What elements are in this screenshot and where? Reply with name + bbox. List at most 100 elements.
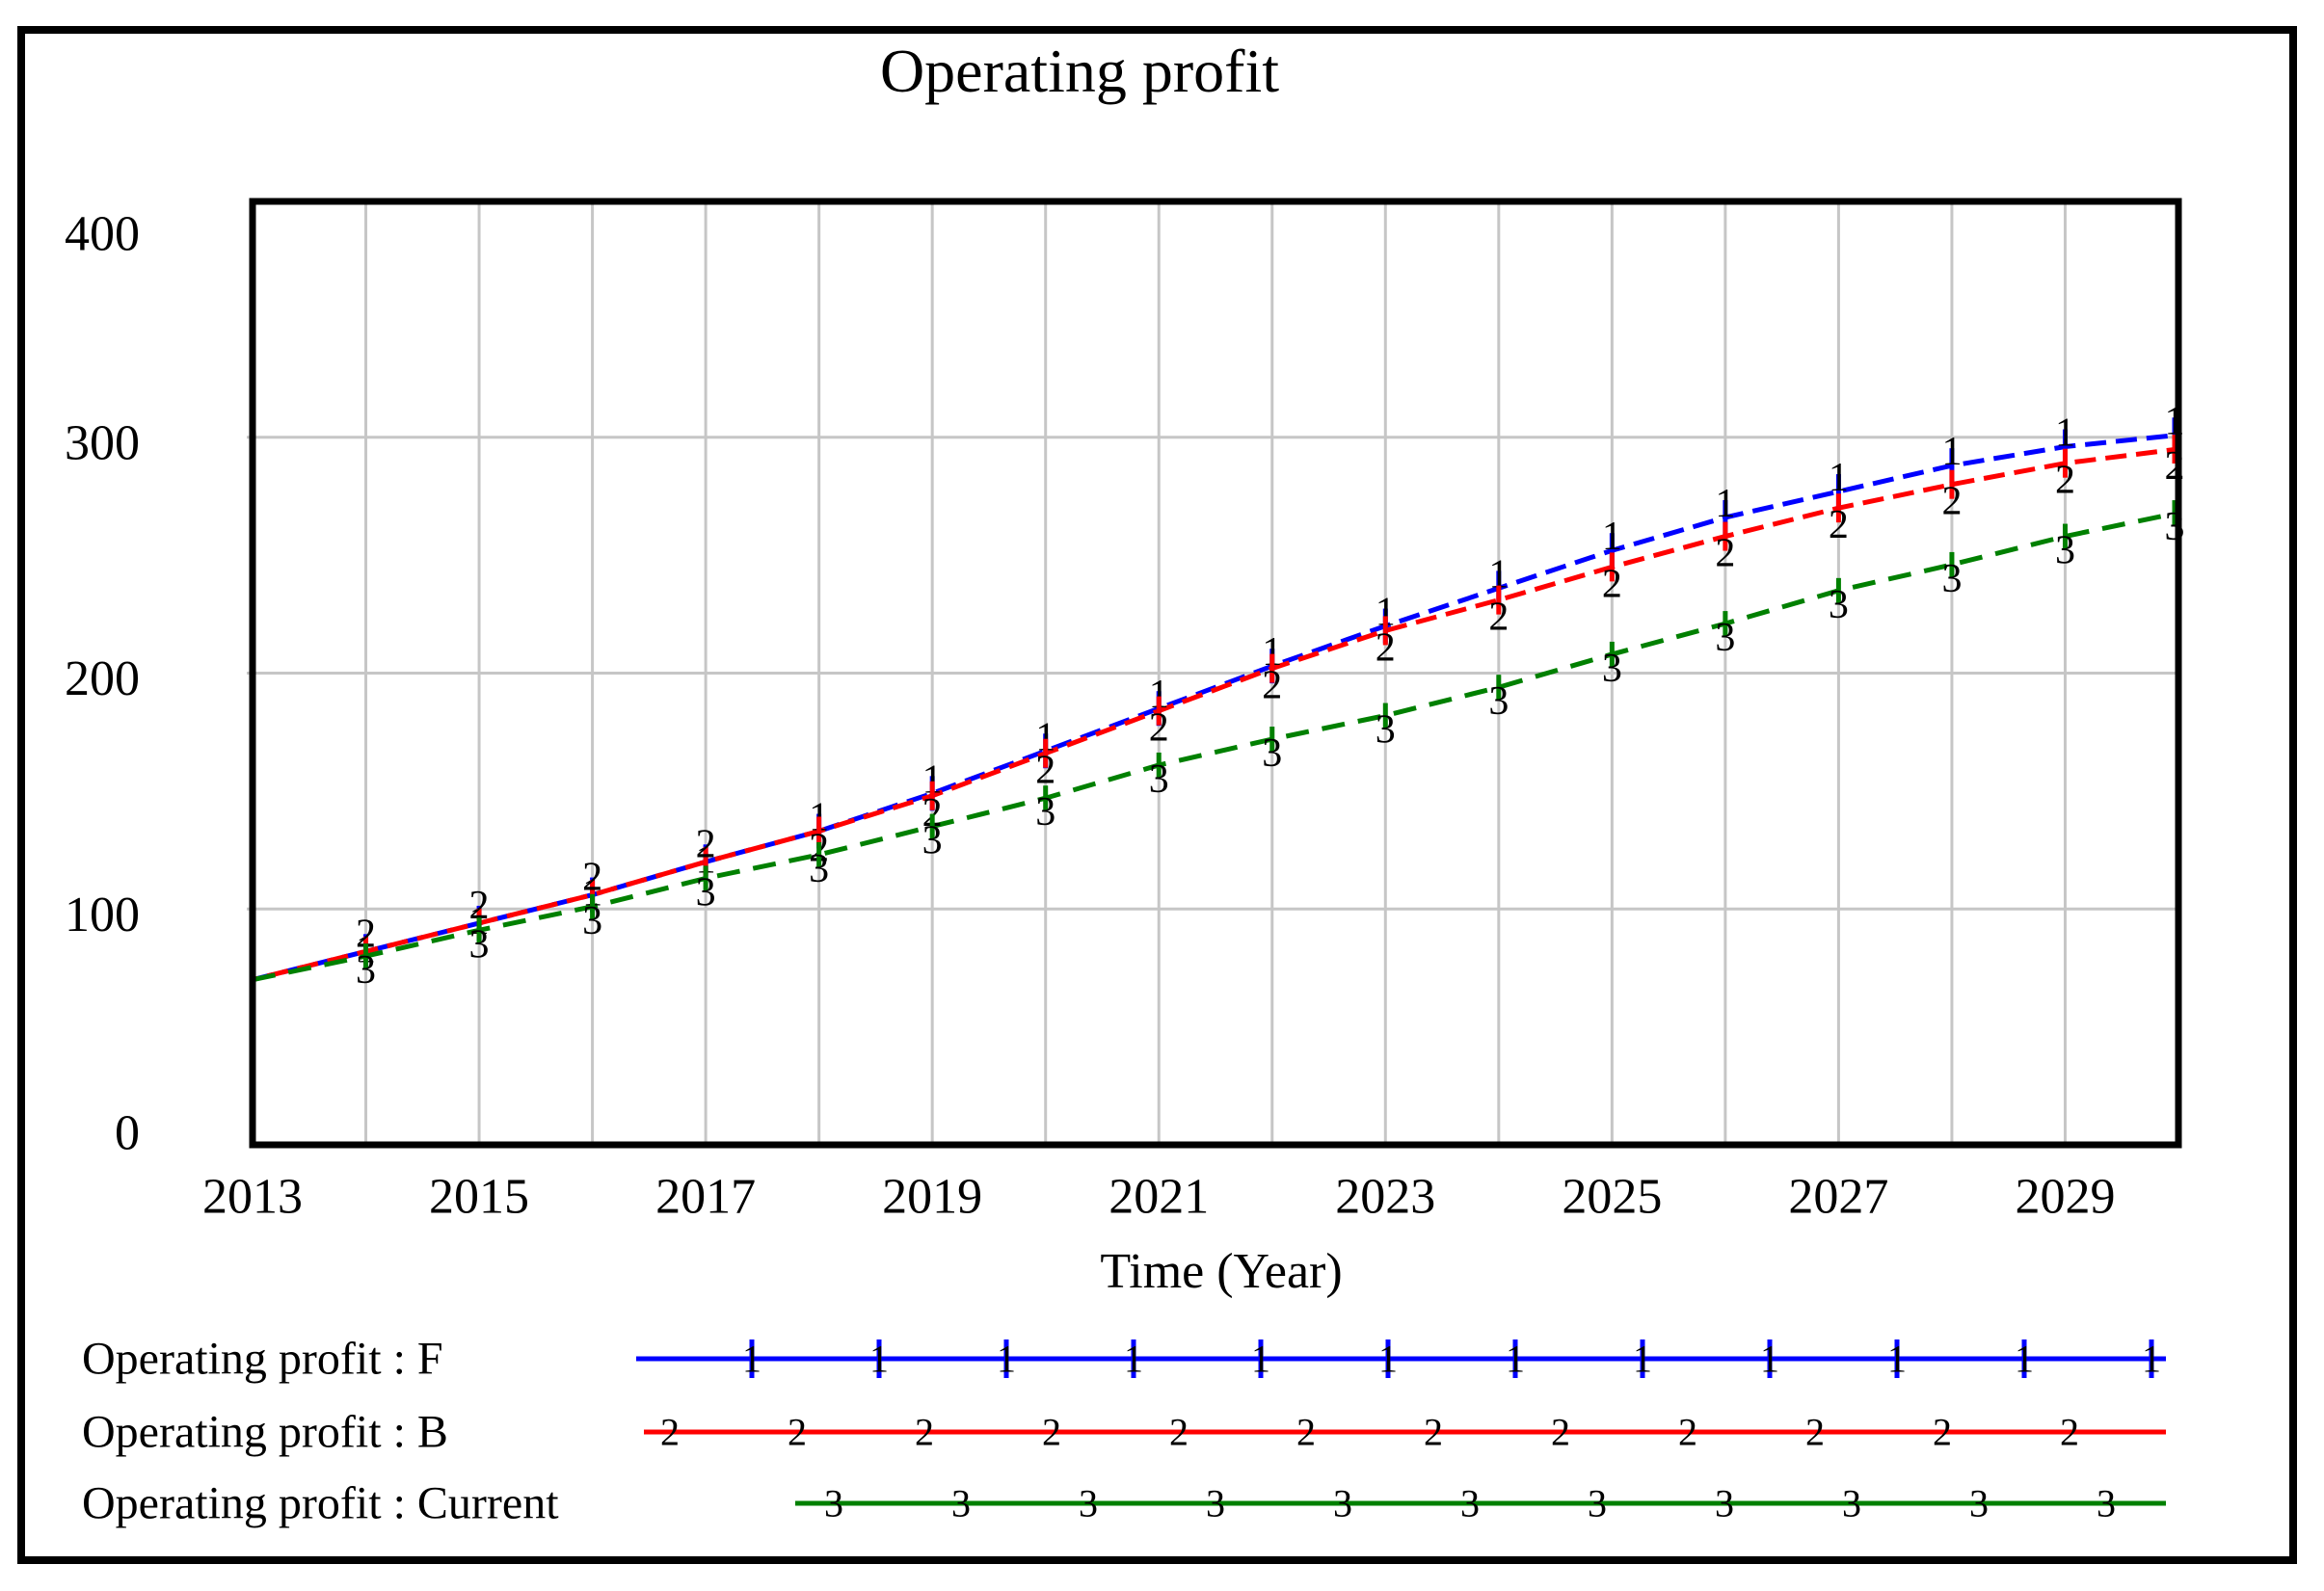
legend-digit-B: 2: [1678, 1411, 1697, 1454]
legend-digit-F: 1: [997, 1338, 1016, 1381]
marker-digit-Current: 3: [1941, 557, 1962, 601]
series-line-B: [252, 446, 2179, 983]
marker-digit-Current: 3: [2055, 529, 2075, 573]
series-line-F: [252, 432, 2179, 983]
x-tick-label: 2027: [1788, 1170, 1888, 1225]
legend-digit-F: 1: [869, 1338, 889, 1381]
legend-digit-F: 1: [1378, 1338, 1398, 1381]
marker-digit-B: 2: [1488, 596, 1509, 640]
x-tick-label: 2023: [1335, 1170, 1435, 1225]
legend-digit-F: 1: [1887, 1338, 1907, 1381]
legend-digit-F: 1: [742, 1338, 761, 1381]
y-tick-label: 200: [65, 651, 140, 706]
marker-digit-B: 2: [1941, 480, 1962, 524]
x-tick-label: 2029: [2015, 1170, 2115, 1225]
legend-digit-F: 1: [1251, 1338, 1270, 1381]
legend-digit-Current: 3: [1460, 1482, 1480, 1525]
marker-digit-F: 1: [922, 757, 943, 802]
series-markers: 1111111111111111122222222222222222333333…: [356, 399, 2184, 993]
chart-title: Operating profit: [880, 37, 1279, 105]
legend-digit-B: 2: [1042, 1411, 1061, 1454]
marker-digit-F: 1: [1035, 715, 1055, 759]
legend-digit-B: 2: [1933, 1411, 1952, 1454]
x-tick-label: 2019: [882, 1170, 982, 1225]
marker-digit-Current: 3: [1829, 583, 1849, 627]
plot-border: [249, 198, 2182, 1149]
marker-digit-Current: 3: [809, 847, 829, 891]
legend-label-F: Operating profit : F: [82, 1334, 443, 1385]
legend-digit-Current: 3: [1206, 1482, 1225, 1525]
marker-digit-B: 2: [582, 856, 602, 900]
marker-digit-Current: 3: [1149, 757, 1169, 802]
legend-digit-F: 1: [1506, 1338, 1525, 1381]
axis-tick-labels: 2013 2015 2017 2019 2021 2023 2025 2027 2029 0 100…: [65, 207, 2115, 1225]
y-tick-label: 0: [115, 1106, 140, 1161]
marker-digit-B: 2: [696, 822, 716, 866]
legend-digit-F: 1: [2142, 1338, 2161, 1381]
marker-digit-B: 2: [1376, 625, 1396, 670]
marker-digit-F: 1: [1149, 673, 1169, 717]
marker-digit-Current: 3: [922, 819, 943, 863]
marker-digit-F: 1: [1602, 515, 1622, 559]
marker-digit-F: 1: [1488, 552, 1509, 597]
legend-digit-Current: 3: [824, 1482, 843, 1525]
marker-digit-B: 2: [1715, 532, 1735, 576]
legend-label-B: Operating profit : B: [82, 1407, 448, 1458]
legend-digit-B: 2: [1296, 1411, 1316, 1454]
marker-digit-B: 2: [469, 884, 490, 928]
legend-digit-Current: 3: [1079, 1482, 1098, 1525]
legend-digit-Current: 3: [951, 1482, 971, 1525]
x-axis-title: Time (Year): [1100, 1244, 1342, 1299]
marker-digit-B: 2: [922, 791, 943, 835]
marker-digit-F: 1: [1376, 591, 1396, 635]
marker-digit-Current: 3: [1035, 790, 1055, 835]
y-tick-label: 100: [65, 888, 140, 942]
legend-digit-B: 2: [1551, 1411, 1570, 1454]
marker-digit-Current: 3: [469, 922, 490, 967]
y-tick-label: 400: [65, 207, 140, 262]
legend-digit-F: 1: [2015, 1338, 2034, 1381]
legend-digit-Current: 3: [1715, 1482, 1734, 1525]
legend-digit-B: 2: [788, 1411, 807, 1454]
y-tick-label: 300: [65, 415, 140, 470]
marker-digit-F: 1: [1262, 630, 1282, 675]
legend-digit-B: 2: [915, 1411, 934, 1454]
marker-digit-B: 2: [2055, 459, 2075, 503]
marker-digit-B: 2: [1829, 503, 1849, 547]
legend-digit-Current: 3: [1333, 1482, 1352, 1525]
series-lines: [252, 432, 2179, 983]
legend-digit-B: 2: [660, 1411, 680, 1454]
marker-digit-Current: 3: [1488, 679, 1509, 724]
marker-digit-B: 2: [1262, 664, 1282, 708]
x-tick-label: 2015: [429, 1170, 529, 1225]
legend-digit-F: 1: [1124, 1338, 1143, 1381]
marker-digit-B: 2: [1602, 562, 1622, 606]
legend-digit-F: 1: [1760, 1338, 1779, 1381]
legend: Operating profit : F 1 1 1 1 1 1 1 1 1 1 1 1 Operatin…: [82, 1334, 2166, 1529]
legend-digit-Current: 3: [1969, 1482, 1989, 1525]
marker-digit-Current: 3: [696, 870, 716, 915]
marker-digit-F: 1: [1829, 456, 1849, 500]
legend-digit-B: 2: [1424, 1411, 1443, 1454]
marker-digit-Current: 3: [1376, 708, 1396, 753]
legend-digit-Current: 3: [1842, 1482, 1861, 1525]
marker-digit-F: 1: [1715, 482, 1735, 526]
marker-digit-Current: 3: [1262, 731, 1282, 776]
marker-digit-Current: 3: [356, 948, 376, 993]
marker-digit-F: 1: [2055, 411, 2075, 456]
marker-digit-B: 2: [356, 912, 376, 956]
marker-digit-F: 1: [1941, 430, 1962, 474]
x-tick-label: 2025: [1562, 1170, 1662, 1225]
x-tick-label: 2017: [655, 1170, 756, 1225]
legend-digit-B: 2: [1169, 1411, 1189, 1454]
legend-digit-B: 2: [1805, 1411, 1825, 1454]
x-tick-label: 2021: [1109, 1170, 1209, 1225]
x-tick-label: 2013: [202, 1170, 303, 1225]
legend-digit-B: 2: [2060, 1411, 2079, 1454]
legend-digit-F: 1: [1633, 1338, 1652, 1381]
marker-digit-Current: 3: [1602, 647, 1622, 691]
plot-frame: [249, 198, 2182, 1149]
marker-digit-B: 2: [1035, 749, 1055, 793]
gridlines: [247, 204, 2176, 1142]
